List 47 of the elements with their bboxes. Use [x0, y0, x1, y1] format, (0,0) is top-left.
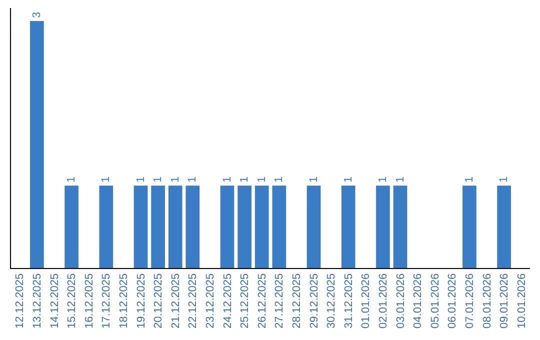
x-tick-label: 15.12.2025	[66, 273, 78, 328]
x-tick-label: 14.12.2025	[48, 273, 61, 328]
data-label: 3	[30, 12, 43, 18]
x-tick-label: 20.12.2025	[152, 273, 165, 328]
data-label: 1	[221, 176, 234, 183]
data-label: 1	[463, 176, 476, 183]
x-tick-label: 04.01.2026	[412, 273, 424, 328]
x-tick-label: 03.01.2026	[394, 273, 407, 328]
x-tick-label: 26.12.2025	[256, 273, 268, 328]
x-tick-label: 16.12.2025	[83, 273, 96, 328]
x-tick-label: 31.12.2025	[342, 273, 355, 328]
data-label: 1	[100, 176, 112, 183]
data-label: 1	[186, 176, 199, 183]
x-tick-label: 13.12.2025	[32, 273, 44, 328]
x-tick-label: 25.12.2025	[239, 273, 252, 328]
data-label: 1	[308, 176, 320, 183]
x-tick-label: 29.12.2025	[308, 273, 320, 328]
x-tick-label: 30.12.2025	[326, 273, 338, 328]
x-tick-label: 27.12.2025	[274, 273, 286, 328]
x-tick-label: 21.12.2025	[170, 273, 182, 328]
x-tick-label: 18.12.2025	[118, 273, 130, 328]
x-tick-label: 06.01.2026	[446, 273, 459, 328]
x-tick-label: 07.01.2026	[464, 273, 476, 328]
x-tick-label: 09.01.2026	[498, 273, 511, 328]
x-tick-label: 24.12.2025	[222, 273, 234, 328]
data-label: 1	[238, 176, 251, 183]
data-label: 1	[66, 176, 78, 183]
data-label: 1	[498, 176, 510, 183]
x-tick-label: 10.01.2026	[516, 273, 528, 328]
data-label: 1	[256, 176, 268, 183]
data-label: 1	[273, 176, 286, 183]
data-label: 1	[134, 176, 147, 183]
data-label: 1	[394, 176, 406, 183]
x-tick-label: 23.12.2025	[204, 273, 217, 328]
x-tick-label: 28.12.2025	[291, 273, 304, 328]
data-label: 1	[342, 176, 354, 183]
x-tick-label: 08.01.2026	[481, 273, 494, 328]
x-tick-label: 01.01.2026	[360, 273, 372, 328]
x-tick-label: 22.12.2025	[187, 273, 200, 328]
x-tick-label: 05.01.2026	[429, 273, 442, 328]
x-tick-label: 19.12.2025	[135, 273, 148, 328]
data-label: 1	[152, 176, 164, 183]
x-tick-label: 02.01.2026	[378, 273, 390, 328]
x-tick-label: 12.12.2025	[14, 273, 26, 328]
x-tick-label: 17.12.2025	[100, 273, 113, 328]
data-label: 1	[376, 176, 389, 183]
data-label: 1	[169, 176, 182, 183]
